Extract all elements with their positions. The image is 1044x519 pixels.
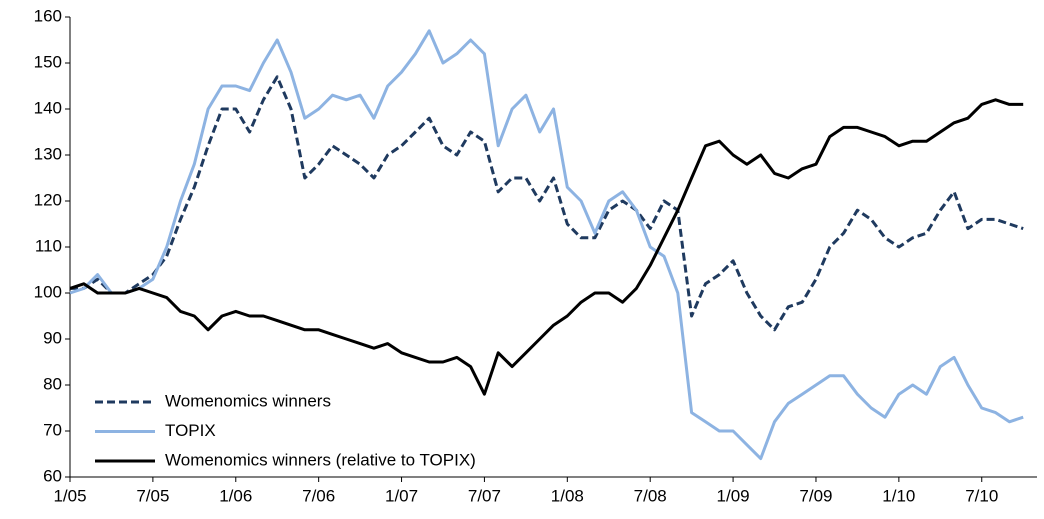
- x-tick-label: 7/05: [136, 486, 169, 505]
- y-tick-label: 160: [34, 6, 62, 25]
- y-tick-label: 60: [43, 466, 62, 485]
- legend-label: TOPIX: [165, 421, 216, 440]
- x-tick-label: 7/08: [634, 486, 667, 505]
- x-tick-label: 1/07: [385, 486, 418, 505]
- x-tick-label: 1/08: [551, 486, 584, 505]
- x-tick-label: 7/06: [302, 486, 335, 505]
- x-tick-label: 1/10: [882, 486, 915, 505]
- x-tick-label: 7/10: [965, 486, 998, 505]
- legend-label: Womenomics winners (relative to TOPIX): [165, 450, 476, 469]
- x-tick-label: 1/06: [219, 486, 252, 505]
- y-tick-label: 150: [34, 52, 62, 71]
- x-tick-label: 1/09: [717, 486, 750, 505]
- series-line: [70, 75, 1024, 332]
- x-tick-label: 7/07: [468, 486, 501, 505]
- y-tick-label: 90: [43, 328, 62, 347]
- legend-label: Womenomics winners: [165, 391, 331, 410]
- y-tick-label: 100: [34, 282, 62, 301]
- y-tick-label: 130: [34, 144, 62, 163]
- y-tick-label: 140: [34, 98, 62, 117]
- x-tick-label: 1/05: [53, 486, 86, 505]
- y-tick-label: 120: [34, 190, 62, 209]
- x-tick-label: 7/09: [799, 486, 832, 505]
- y-tick-label: 70: [43, 420, 62, 439]
- y-tick-label: 110: [35, 236, 62, 255]
- series-line: [69, 98, 1024, 396]
- series-line: [69, 29, 1024, 461]
- y-tick-label: 80: [43, 374, 62, 393]
